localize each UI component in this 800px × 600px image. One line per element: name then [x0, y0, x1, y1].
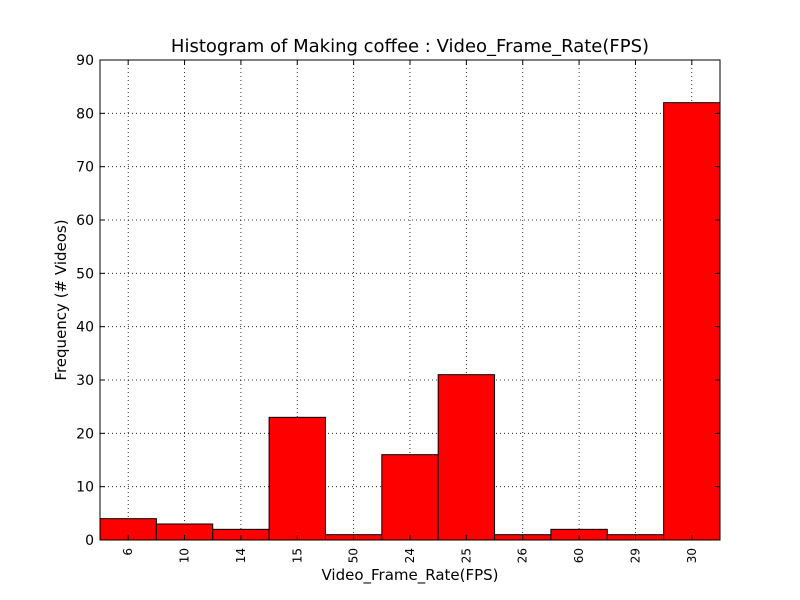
y-tick-label: 30	[76, 373, 94, 389]
x-tick-label: 29	[628, 548, 642, 563]
y-tick-label: 50	[76, 266, 94, 282]
y-tick-label: 70	[76, 160, 94, 176]
x-tick-label: 14	[234, 548, 248, 563]
y-tick-label: 0	[85, 533, 94, 549]
y-tick-label: 80	[76, 106, 94, 122]
bars	[99, 102, 721, 541]
y-tick-label: 60	[76, 213, 94, 229]
ticks: 0 10 20 30 40 50 60 70 80 90 6 10 14 15 50 24 25 26 60 29 30	[76, 53, 720, 563]
bar-24	[381, 454, 439, 541]
y-tick-label: 20	[76, 426, 94, 442]
bar-25	[437, 374, 496, 541]
x-tick-label: 10	[178, 548, 192, 563]
y-axis-label: Frequency (# Videos)	[52, 219, 70, 380]
y-tick-label: 90	[76, 53, 94, 69]
x-tick-label: 26	[516, 548, 530, 563]
y-tick-label: 40	[76, 320, 94, 336]
x-tick-label: 25	[459, 548, 473, 563]
x-tick-label: 6	[121, 548, 135, 556]
x-tick-label: 60	[572, 548, 586, 563]
x-axis-label: Video_Frame_Rate(FPS)	[321, 566, 498, 585]
x-tick-label: 15	[290, 548, 304, 563]
y-tick-label: 10	[76, 480, 94, 496]
x-tick-label: 24	[403, 548, 417, 563]
x-tick-label: 50	[347, 548, 361, 563]
bar-15	[268, 416, 326, 541]
x-tick-label: 30	[685, 548, 699, 563]
bar-30	[663, 102, 721, 541]
chart-title: Histogram of Making coffee : Video_Frame…	[171, 36, 649, 57]
